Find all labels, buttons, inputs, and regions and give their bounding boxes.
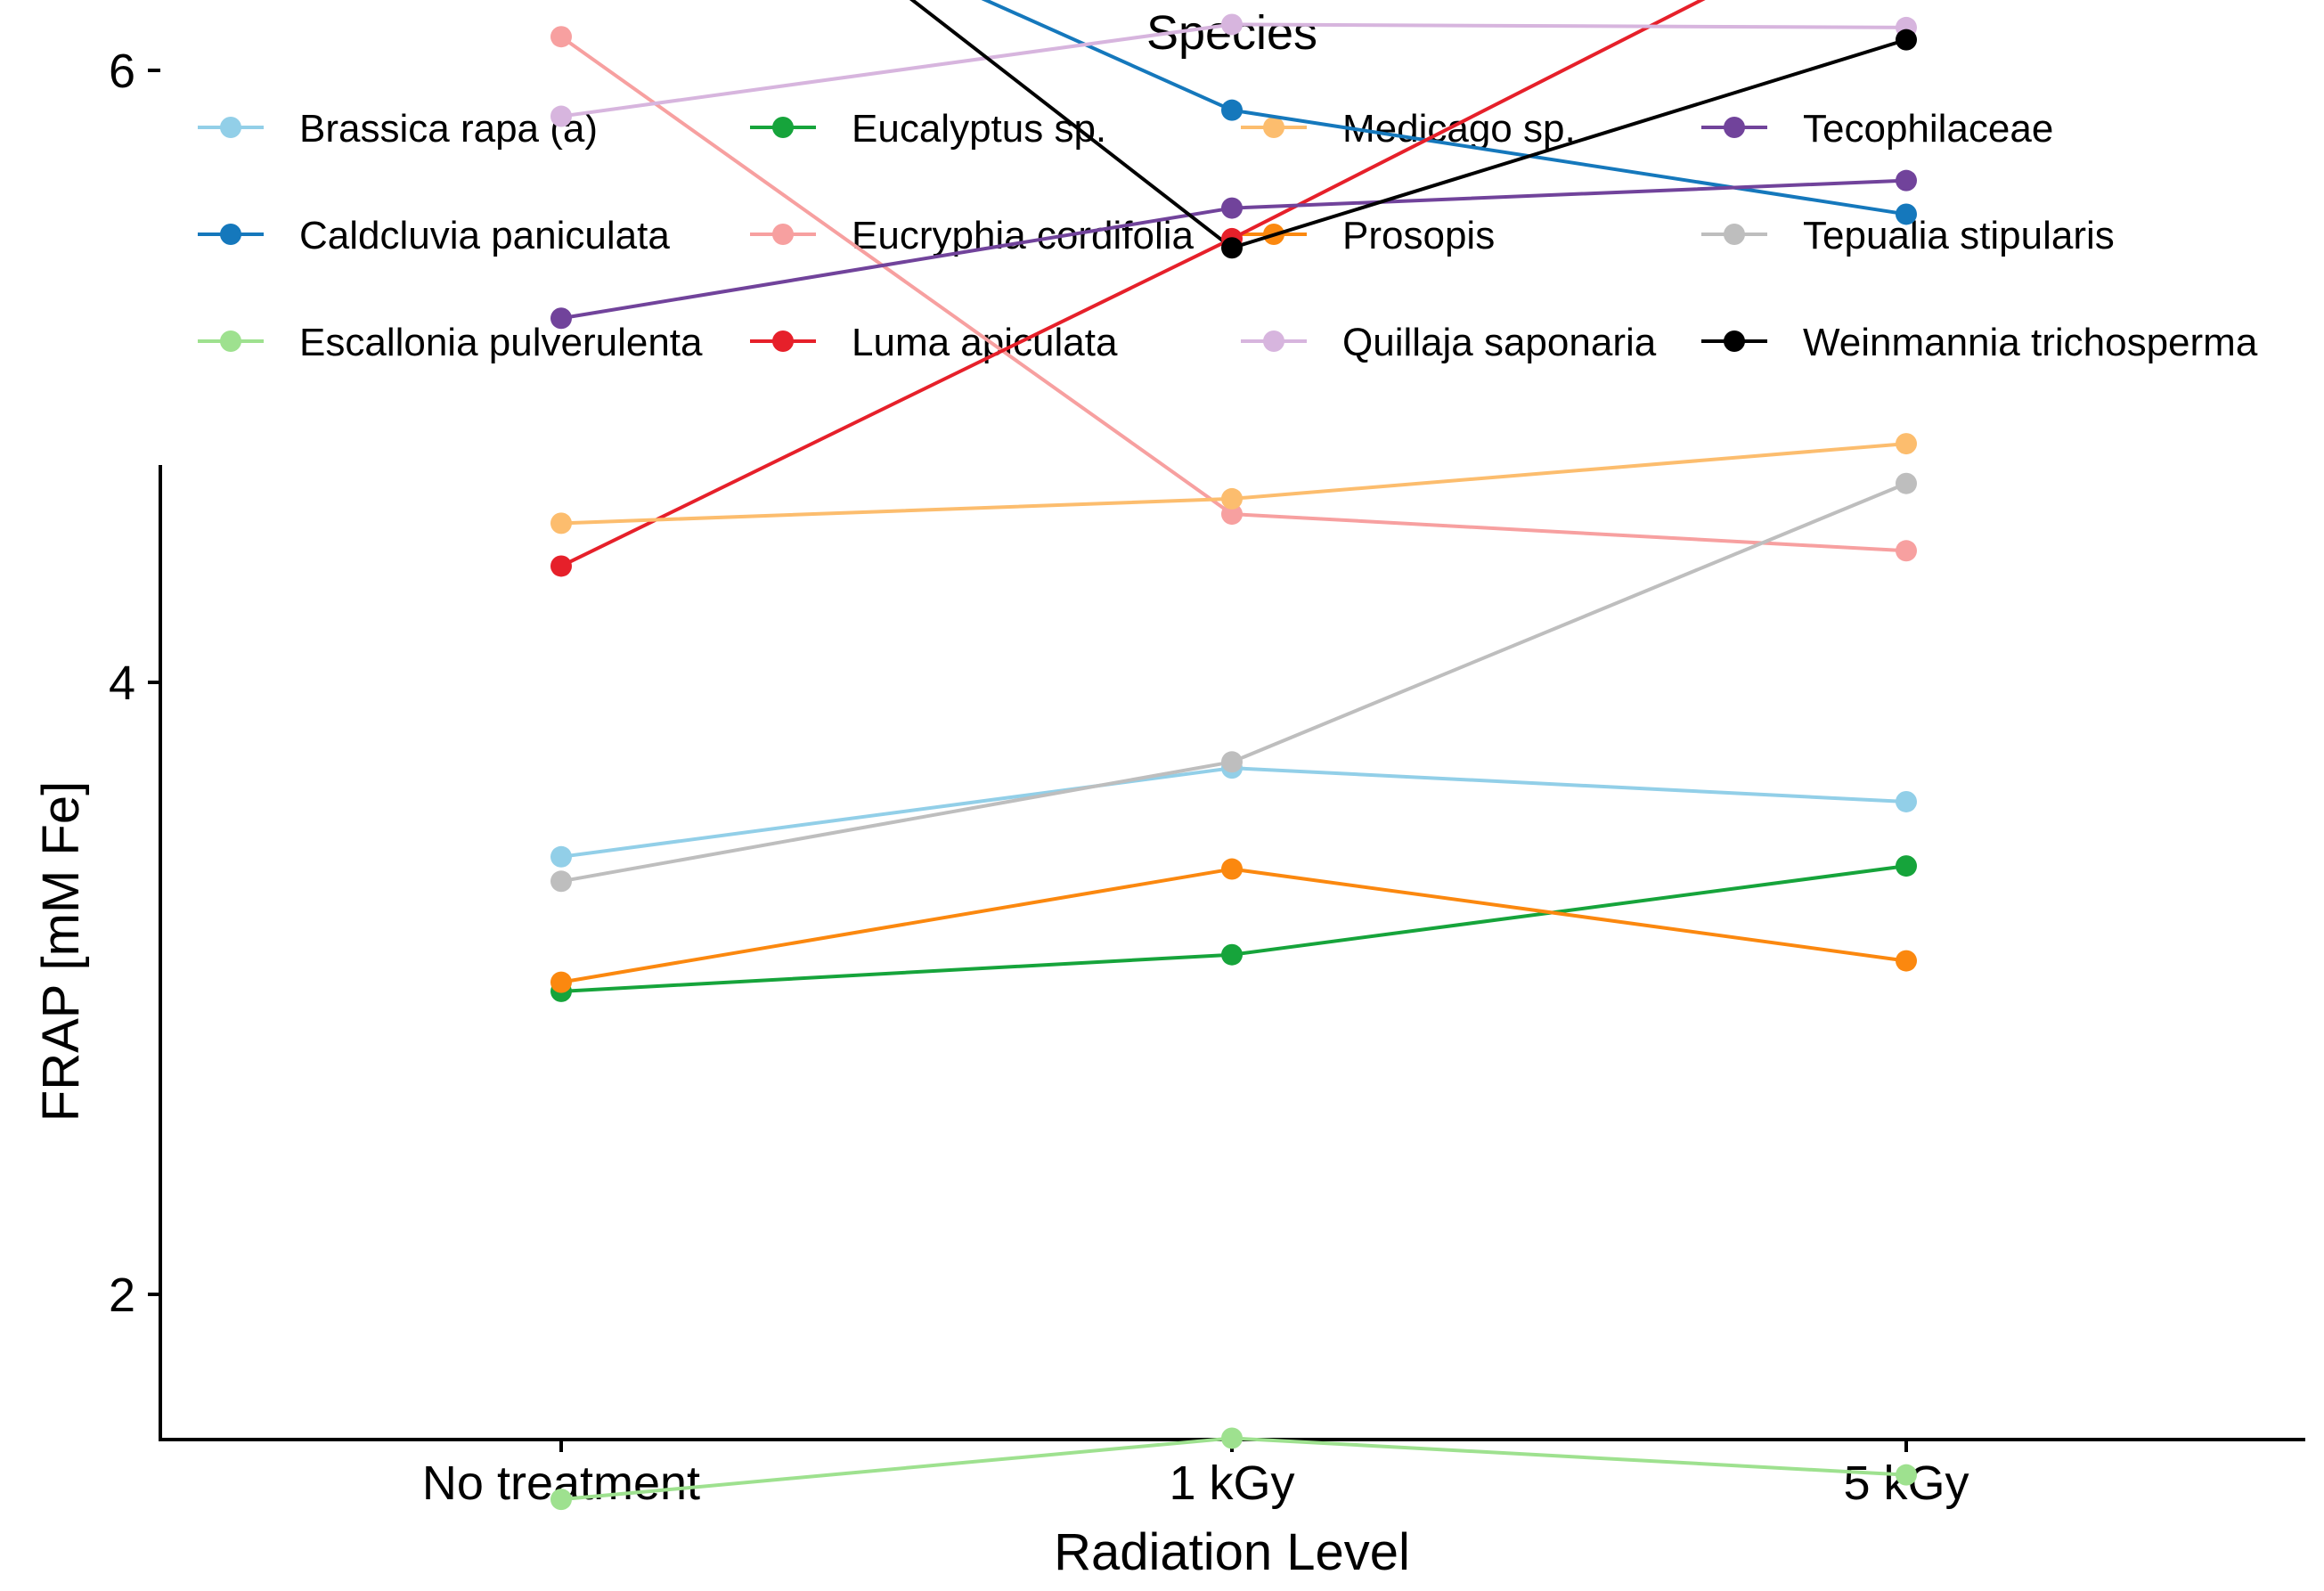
legend-key-point <box>1263 330 1284 352</box>
legend-item-caldcluvia-paniculata: Caldcluvia paniculata <box>198 214 670 257</box>
data-point-tecophilaceae <box>550 307 572 330</box>
legend-key-point <box>772 117 794 138</box>
data-point-tepualia-stipularis <box>1896 472 1917 494</box>
data-point-tecophilaceae <box>1221 197 1243 219</box>
data-point-eucryphia-cordifolia <box>1896 540 1917 562</box>
legend-item-weinmannia-trichosperma: Weinmannia trichosperma <box>1701 321 2258 364</box>
legend-key-point <box>772 224 794 245</box>
data-point-tepualia-stipularis <box>550 870 572 893</box>
x-tick-label: 1 kGy <box>1169 1456 1294 1510</box>
legend-label: Eucalyptus sp. <box>852 107 1106 151</box>
series-line-luma-apiculata <box>560 0 1706 568</box>
data-point-caldcluvia-paniculata <box>1896 203 1917 225</box>
data-point-prosopis <box>550 971 572 993</box>
y-ticks: 2 4 6 <box>109 45 160 1322</box>
legend-key-point <box>772 330 794 352</box>
data-point-brassica-rapa-a <box>1896 790 1917 812</box>
series-line-prosopis <box>560 867 1907 984</box>
y-axis-title: FRAP [mM Fe] <box>32 781 90 1122</box>
data-point-brassica-rapa-a <box>550 845 572 868</box>
series-line-eucalyptus-sp <box>560 864 1907 993</box>
data-point-escallonia-pulverulenta <box>550 1489 572 1511</box>
legend-item-medicago-sp: Medicago sp. <box>1241 107 1576 151</box>
legend-item-brassica-rapa-a: Brassica rapa (a) <box>198 107 598 151</box>
data-point-caldcluvia-paniculata <box>1221 99 1243 121</box>
data-point-tepualia-stipularis <box>1221 751 1243 773</box>
data-point-prosopis <box>1221 858 1243 880</box>
legend-item-escallonia-pulverulenta: Escallonia pulverulenta <box>198 321 703 364</box>
legend-label: Luma apiculata <box>852 321 1118 364</box>
series-line-brassica-rapa-a <box>560 766 1907 859</box>
legend-label: Tepualia stipularis <box>1803 214 2115 257</box>
legend-item-prosopis: Prosopis <box>1241 214 1495 257</box>
legend-item-tecophilaceae: Tecophilaceae <box>1701 107 2053 151</box>
series-points <box>550 13 1917 1511</box>
data-point-medicago-sp <box>1896 433 1917 455</box>
y-tick-label: 4 <box>109 657 135 710</box>
y-tick-label: 2 <box>109 1269 135 1322</box>
legend-key-point <box>220 224 241 245</box>
data-point-eucalyptus-sp <box>1896 855 1917 877</box>
data-point-eucalyptus-sp <box>1221 943 1243 966</box>
legend-label: Escallonia pulverulenta <box>299 321 703 364</box>
x-ticks: No treatment 1 kGy 5 kGy <box>422 1440 1969 1510</box>
plot-area: 2 4 6 No treatment 1 kGy 5 kGy <box>109 0 2305 1511</box>
legend-label: Weinmannia trichosperma <box>1803 321 2258 364</box>
data-point-medicago-sp <box>550 512 572 534</box>
legend-item-eucryphia-cordifolia: Eucryphia cordifolia <box>750 214 1194 257</box>
data-point-quillaja-saponaria <box>550 105 572 127</box>
legend-label: Medicago sp. <box>1342 107 1576 151</box>
legend-key-point <box>1724 224 1745 245</box>
legend-key-point <box>220 117 241 138</box>
data-point-weinmannia-trichosperma <box>1221 237 1243 259</box>
data-point-eucryphia-cordifolia <box>1221 503 1243 526</box>
data-point-escallonia-pulverulenta <box>1896 1464 1917 1486</box>
legend-item-quillaja-saponaria: Quillaja saponaria <box>1241 321 1657 364</box>
legend-key-point <box>1724 117 1745 138</box>
data-point-tecophilaceae <box>1896 169 1917 192</box>
legend-key-point <box>220 330 241 352</box>
legend-item-tepualia-stipularis: Tepualia stipularis <box>1701 214 2115 257</box>
legend-item-eucalyptus-sp: Eucalyptus sp. <box>750 107 1106 151</box>
data-point-medicago-sp <box>1221 487 1243 510</box>
data-point-eucryphia-cordifolia <box>550 26 572 48</box>
legend-item-luma-apiculata: Luma apiculata <box>750 321 1118 364</box>
legend-label: Tecophilaceae <box>1803 107 2053 151</box>
legend-label: Prosopis <box>1342 214 1495 257</box>
data-point-prosopis <box>1896 950 1917 972</box>
data-point-quillaja-saponaria <box>1221 13 1243 36</box>
legend-label: Eucryphia cordifolia <box>852 214 1194 257</box>
data-point-escallonia-pulverulenta <box>1221 1427 1243 1449</box>
x-axis-title: Radiation Level <box>1054 1523 1410 1581</box>
legend-key-point <box>1263 117 1284 138</box>
legend-key-point <box>1724 330 1745 352</box>
legend-label: Brassica rapa (a) <box>299 107 598 151</box>
legend-label: Quillaja saponaria <box>1342 321 1657 364</box>
series-line-tepualia-stipularis <box>560 481 1907 884</box>
series-lines <box>559 0 1907 1502</box>
legend-label: Caldcluvia paniculata <box>299 214 670 257</box>
data-point-luma-apiculata <box>550 555 572 577</box>
data-point-weinmannia-trichosperma <box>1896 29 1917 51</box>
legend: Brassica rapa (a) Caldcluvia paniculata Es… <box>198 107 2258 364</box>
y-tick-label: 6 <box>109 45 135 98</box>
